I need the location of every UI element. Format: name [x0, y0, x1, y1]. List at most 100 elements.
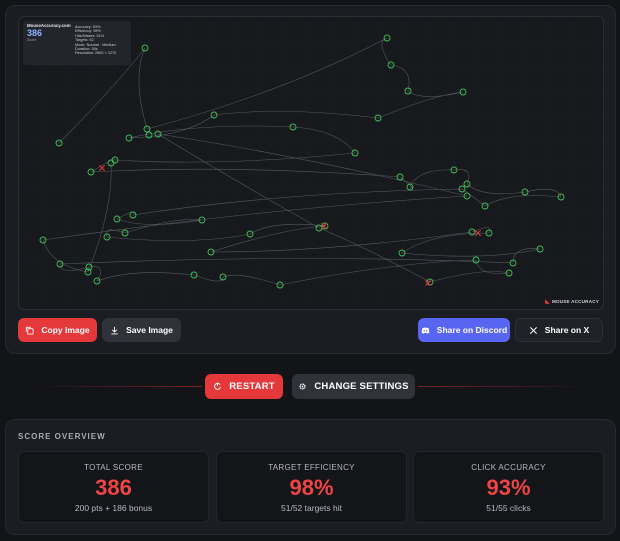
hit-marker [485, 229, 493, 237]
hit-marker [103, 233, 111, 241]
hit-marker [56, 260, 64, 268]
hit-marker [468, 228, 476, 236]
hit-marker [210, 111, 218, 119]
hit-marker [219, 273, 227, 281]
divider-left [30, 386, 202, 387]
hit-marker [505, 269, 513, 277]
share-discord-label: Share on Discord [436, 325, 508, 335]
save-image-button[interactable]: Save Image [102, 318, 181, 342]
hit-marker [121, 229, 129, 237]
hit-marker [207, 248, 215, 256]
target-efficiency-card: TARGET EFFICIENCY 98% 51/52 targets hit [216, 451, 407, 523]
share-discord-button[interactable]: Share on Discord [418, 318, 510, 342]
hit-marker [398, 249, 406, 257]
stat-detail: 51/55 clicks [486, 503, 531, 513]
overlay-line: Mode: Normal · Medium [75, 42, 116, 47]
overlay-score: 386 [27, 28, 43, 39]
hit-marker [450, 166, 458, 174]
overlay-line: Hits/Misses: 51/4 [75, 33, 104, 38]
hit-marker [404, 87, 412, 95]
result-card: MouseAccuracy.com 386 Score Accuracy: 93… [5, 5, 616, 354]
hit-marker [107, 159, 115, 167]
hit-marker [190, 271, 198, 279]
hit-marker [387, 61, 395, 69]
overlay-line: Duration: 30s [75, 47, 98, 52]
miss-markers [99, 165, 481, 286]
divider-right [418, 386, 590, 387]
hit-marker [125, 134, 133, 142]
x-logo-icon [529, 326, 537, 334]
hit-marker [141, 44, 149, 52]
download-icon [111, 326, 118, 334]
hit-marker [458, 185, 466, 193]
save-image-label: Save Image [126, 325, 173, 335]
hit-marker [39, 236, 47, 244]
hit-marker [481, 202, 489, 210]
stat-value: 386 [95, 475, 132, 500]
stat-label: TOTAL SCORE [84, 463, 143, 472]
trail-path [42, 37, 562, 286]
hit-marker [396, 173, 404, 181]
hit-marker [145, 131, 153, 139]
hit-marker [509, 259, 517, 267]
hit-marker [198, 216, 206, 224]
hit-marker [93, 277, 101, 285]
watermark: ◣ MOUSE ACCURACY [545, 298, 599, 305]
overlay-line: Efficiency: 98% [75, 29, 101, 34]
copy-image-label: Copy Image [41, 325, 90, 335]
hit-marker [521, 188, 529, 196]
share-x-label: Share on X [544, 325, 590, 335]
restart-button[interactable]: RESTART [205, 374, 283, 399]
stat-value: 98% [289, 475, 334, 500]
hit-marker [289, 123, 297, 131]
total-score-card: TOTAL SCORE 386 200 pts + 186 bonus [18, 451, 209, 523]
stats-overlay: MouseAccuracy.com 386 Score Accuracy: 93… [23, 21, 131, 65]
stat-detail: 200 pts + 186 bonus [74, 503, 153, 513]
discord-icon [421, 327, 430, 334]
change-settings-label: CHANGE SETTINGS [314, 381, 409, 392]
stat-value: 93% [486, 475, 531, 500]
overlay-line: Resolution: 2560 × 1270 [75, 51, 117, 56]
overlay-line: Accuracy: 93% [75, 25, 101, 29]
hit-marker [406, 183, 414, 191]
hit-marker [536, 245, 544, 253]
miss-marker [321, 223, 327, 229]
hit-marker [85, 263, 93, 271]
hit-marker [557, 193, 565, 201]
copy-image-button[interactable]: Copy Image [18, 318, 97, 342]
overlay-site: MouseAccuracy.com [27, 23, 71, 28]
hit-marker [321, 222, 329, 230]
change-settings-button[interactable]: CHANGE SETTINGS [292, 374, 415, 399]
stat-label: CLICK ACCURACY [471, 463, 546, 472]
hit-marker [374, 114, 382, 122]
logo-icon: ◣ [545, 299, 550, 305]
restart-label: RESTART [229, 381, 275, 392]
hit-marker [459, 88, 467, 96]
overlay-score-label: Score [27, 38, 37, 43]
hit-marker [383, 34, 391, 42]
watermark-text: MOUSE ACCURACY [551, 299, 599, 304]
hit-marker [276, 281, 284, 289]
stat-detail: 51/52 targets hit [281, 503, 342, 513]
score-overview-panel: SCORE OVERVIEW TOTAL SCORE 386 200 pts +… [5, 419, 616, 535]
hit-marker [87, 168, 95, 176]
hit-marker [351, 149, 359, 157]
hit-marker [472, 256, 480, 264]
result-canvas: MouseAccuracy.com 386 Score Accuracy: 93… [18, 16, 604, 310]
hit-marker [143, 125, 151, 133]
hit-markers [39, 34, 565, 289]
mouse-trail [42, 37, 562, 286]
hit-marker [55, 139, 63, 147]
hit-marker [129, 211, 137, 219]
hit-marker [113, 215, 121, 223]
mouse-trail-plot [19, 17, 603, 309]
click-accuracy-card: CLICK ACCURACY 93% 51/55 clicks [413, 451, 604, 523]
miss-marker [99, 165, 105, 171]
restart-icon [214, 382, 222, 390]
hit-marker [246, 230, 254, 238]
miss-marker [425, 280, 431, 286]
miss-marker [475, 230, 481, 236]
share-x-button[interactable]: Share on X [515, 318, 603, 342]
hit-marker [463, 180, 471, 188]
hit-marker [463, 192, 471, 200]
